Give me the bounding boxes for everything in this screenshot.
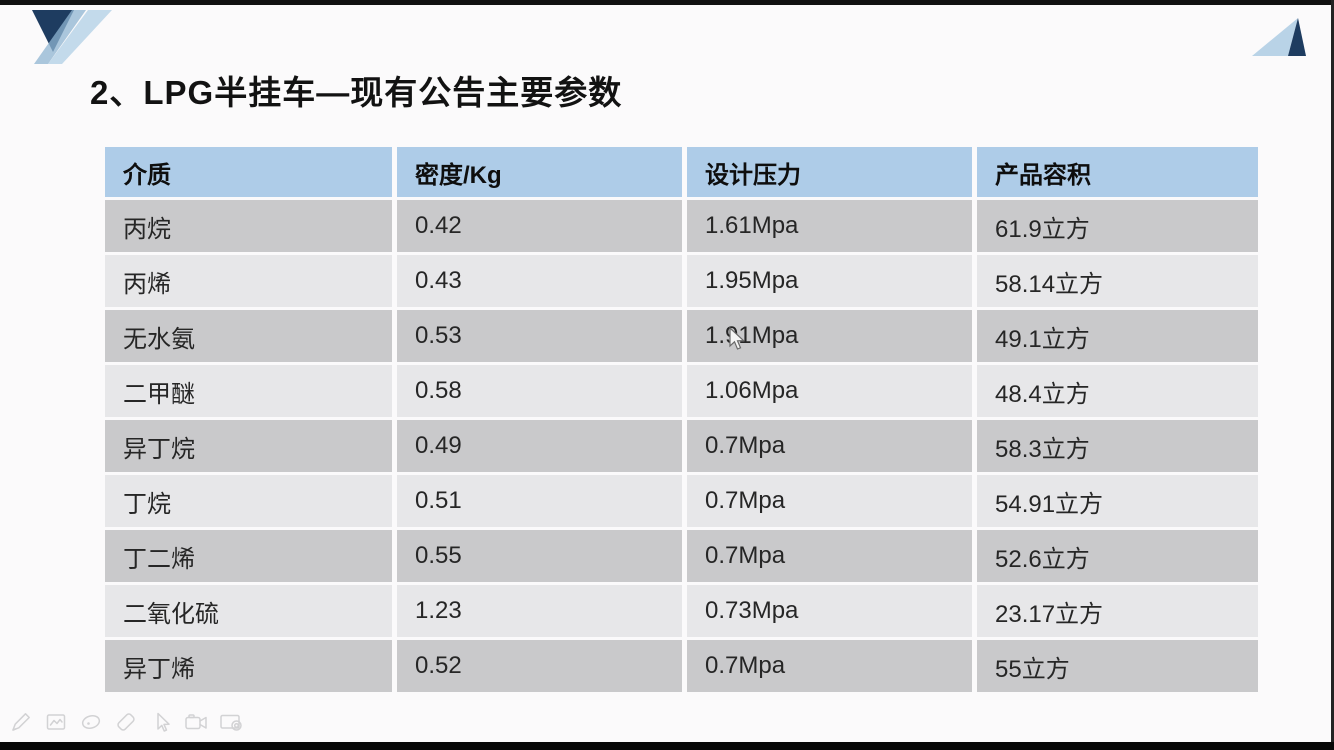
screen-share-icon[interactable] bbox=[218, 708, 244, 736]
brand-logo-right bbox=[1252, 18, 1306, 56]
cell-density: 1.23 bbox=[397, 585, 682, 637]
cell-density: 0.42 bbox=[397, 200, 682, 252]
table-row: 异丁烯 0.52 0.7Mpa 55立方 bbox=[105, 640, 1258, 692]
letterbox-bottom bbox=[0, 742, 1334, 750]
cell-density: 0.51 bbox=[397, 475, 682, 527]
table-row: 无水氨 0.53 1.91Mpa 49.1立方 bbox=[105, 310, 1258, 362]
header-pressure: 设计压力 bbox=[687, 147, 972, 197]
table-row: 丙烷 0.42 1.61Mpa 61.9立方 bbox=[105, 200, 1258, 252]
table-row: 丙烯 0.43 1.95Mpa 58.14立方 bbox=[105, 255, 1258, 307]
cell-medium: 丁二烯 bbox=[105, 530, 392, 582]
whiteboard-icon[interactable] bbox=[43, 708, 69, 736]
letterbox-top bbox=[0, 0, 1334, 5]
cell-volume: 61.9立方 bbox=[977, 200, 1258, 252]
cell-medium: 丁烷 bbox=[105, 475, 392, 527]
table-row: 二甲醚 0.58 1.06Mpa 48.4立方 bbox=[105, 365, 1258, 417]
cell-pressure: 0.7Mpa bbox=[687, 420, 972, 472]
cell-pressure: 0.7Mpa bbox=[687, 640, 972, 692]
cell-pressure: 0.7Mpa bbox=[687, 530, 972, 582]
cursor-tool-icon[interactable] bbox=[148, 708, 174, 736]
cell-medium: 二氧化硫 bbox=[105, 585, 392, 637]
pen-icon[interactable] bbox=[8, 708, 34, 736]
cell-pressure: 0.7Mpa bbox=[687, 475, 972, 527]
cell-pressure: 0.73Mpa bbox=[687, 585, 972, 637]
cell-volume: 52.6立方 bbox=[977, 530, 1258, 582]
cell-volume: 55立方 bbox=[977, 640, 1258, 692]
cell-volume: 23.17立方 bbox=[977, 585, 1258, 637]
cell-medium: 无水氨 bbox=[105, 310, 392, 362]
table-header-row: 介质 密度/Kg 设计压力 产品容积 bbox=[105, 147, 1258, 197]
mouse-cursor-icon bbox=[729, 327, 745, 350]
cell-density: 0.55 bbox=[397, 530, 682, 582]
cell-volume: 58.3立方 bbox=[977, 420, 1258, 472]
header-density: 密度/Kg bbox=[397, 147, 682, 197]
header-medium: 介质 bbox=[105, 147, 392, 197]
cell-pressure: 1.06Mpa bbox=[687, 365, 972, 417]
camera-icon[interactable] bbox=[183, 708, 209, 736]
table-row: 二氧化硫 1.23 0.73Mpa 23.17立方 bbox=[105, 585, 1258, 637]
cell-medium: 二甲醚 bbox=[105, 365, 392, 417]
lpg-parameters-table: 介质 密度/Kg 设计压力 产品容积 丙烷 0.42 1.61Mpa 61.9立… bbox=[105, 147, 1258, 695]
slide-title: 2、LPG半挂车—现有公告主要参数 bbox=[90, 74, 623, 111]
table-row: 丁烷 0.51 0.7Mpa 54.91立方 bbox=[105, 475, 1258, 527]
cell-volume: 54.91立方 bbox=[977, 475, 1258, 527]
cell-volume: 49.1立方 bbox=[977, 310, 1258, 362]
frame-edge-right bbox=[1331, 0, 1334, 750]
cell-density: 0.43 bbox=[397, 255, 682, 307]
cell-density: 0.58 bbox=[397, 365, 682, 417]
cell-pressure: 1.95Mpa bbox=[687, 255, 972, 307]
cell-volume: 58.14立方 bbox=[977, 255, 1258, 307]
table-row: 异丁烷 0.49 0.7Mpa 58.3立方 bbox=[105, 420, 1258, 472]
cell-pressure: 1.61Mpa bbox=[687, 200, 972, 252]
table-row: 丁二烯 0.55 0.7Mpa 52.6立方 bbox=[105, 530, 1258, 582]
annotation-toolbar bbox=[8, 708, 244, 736]
header-volume: 产品容积 bbox=[977, 147, 1258, 197]
cell-medium: 异丁烷 bbox=[105, 420, 392, 472]
cell-medium: 异丁烯 bbox=[105, 640, 392, 692]
cell-volume: 48.4立方 bbox=[977, 365, 1258, 417]
eraser-icon[interactable] bbox=[113, 708, 139, 736]
cell-density: 0.53 bbox=[397, 310, 682, 362]
laser-pointer-icon[interactable] bbox=[78, 708, 104, 736]
cell-medium: 丙烯 bbox=[105, 255, 392, 307]
brand-logo-left bbox=[32, 10, 112, 64]
cell-density: 0.52 bbox=[397, 640, 682, 692]
cell-density: 0.49 bbox=[397, 420, 682, 472]
cell-medium: 丙烷 bbox=[105, 200, 392, 252]
